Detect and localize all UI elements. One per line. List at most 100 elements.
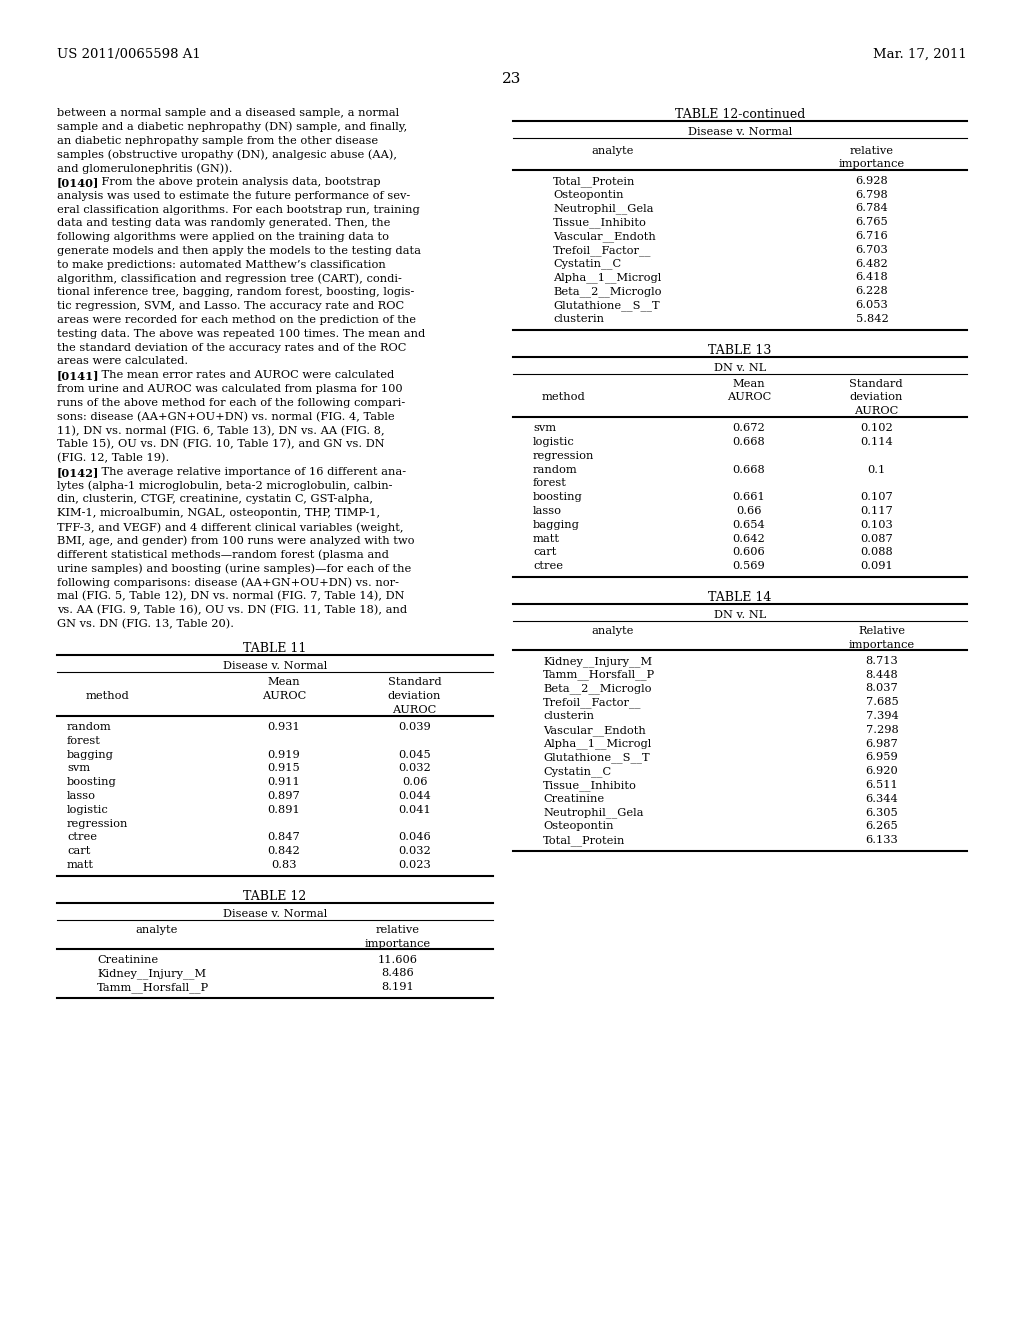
Text: lasso: lasso bbox=[67, 791, 96, 801]
Text: 6.511: 6.511 bbox=[865, 780, 898, 789]
Text: TABLE 12: TABLE 12 bbox=[244, 890, 306, 903]
Text: TABLE 11: TABLE 11 bbox=[244, 643, 306, 656]
Text: relative: relative bbox=[376, 925, 420, 935]
Text: DN v. NL: DN v. NL bbox=[714, 610, 766, 620]
Text: cart: cart bbox=[67, 846, 90, 857]
Text: Vascular__Endoth: Vascular__Endoth bbox=[553, 231, 655, 242]
Text: clusterin: clusterin bbox=[543, 711, 594, 721]
Text: 6.418: 6.418 bbox=[856, 272, 889, 282]
Text: different statistical methods—random forest (plasma and: different statistical methods—random for… bbox=[57, 549, 389, 560]
Text: 0.046: 0.046 bbox=[398, 833, 431, 842]
Text: Disease v. Normal: Disease v. Normal bbox=[223, 908, 327, 919]
Text: vs. AA (FIG. 9, Table 16), OU vs. DN (FIG. 11, Table 18), and: vs. AA (FIG. 9, Table 16), OU vs. DN (FI… bbox=[57, 605, 408, 615]
Text: to make predictions: automated Matthew’s classification: to make predictions: automated Matthew’s… bbox=[57, 260, 386, 269]
Text: Disease v. Normal: Disease v. Normal bbox=[223, 661, 327, 672]
Text: forest: forest bbox=[67, 735, 101, 746]
Text: 7.685: 7.685 bbox=[865, 697, 898, 708]
Text: Tamm__Horsfall__P: Tamm__Horsfall__P bbox=[543, 669, 655, 680]
Text: Trefoil__Factor__: Trefoil__Factor__ bbox=[543, 697, 641, 708]
Text: Beta__2__Microglo: Beta__2__Microglo bbox=[553, 286, 662, 297]
Text: sons: disease (AA+GN+OU+DN) vs. normal (FIG. 4, Table: sons: disease (AA+GN+OU+DN) vs. normal (… bbox=[57, 412, 394, 422]
Text: 6.987: 6.987 bbox=[865, 739, 898, 748]
Text: Tamm__Horsfall__P: Tamm__Horsfall__P bbox=[97, 982, 209, 993]
Text: areas were calculated.: areas were calculated. bbox=[57, 356, 188, 367]
Text: 6.228: 6.228 bbox=[856, 286, 889, 296]
Text: 11), DN vs. normal (FIG. 6, Table 13), DN vs. AA (FIG. 8,: 11), DN vs. normal (FIG. 6, Table 13), D… bbox=[57, 425, 385, 436]
Text: 0.1: 0.1 bbox=[867, 465, 886, 475]
Text: 0.915: 0.915 bbox=[267, 763, 300, 774]
Text: importance: importance bbox=[839, 158, 905, 169]
Text: from urine and AUROC was calculated from plasma for 100: from urine and AUROC was calculated from… bbox=[57, 384, 402, 393]
Text: Vascular__Endoth: Vascular__Endoth bbox=[543, 725, 646, 735]
Text: runs of the above method for each of the following compari-: runs of the above method for each of the… bbox=[57, 397, 406, 408]
Text: ctree: ctree bbox=[67, 833, 97, 842]
Text: random: random bbox=[67, 722, 112, 733]
Text: 0.102: 0.102 bbox=[860, 424, 893, 433]
Text: Mean: Mean bbox=[733, 379, 765, 388]
Text: 5.842: 5.842 bbox=[856, 314, 889, 323]
Text: 6.765: 6.765 bbox=[856, 218, 889, 227]
Text: clusterin: clusterin bbox=[553, 314, 604, 323]
Text: data and testing data was randomly generated. Then, the: data and testing data was randomly gener… bbox=[57, 218, 390, 228]
Text: cart: cart bbox=[534, 548, 556, 557]
Text: samples (obstructive uropathy (DN), analgesic abuse (AA),: samples (obstructive uropathy (DN), anal… bbox=[57, 149, 397, 160]
Text: boosting: boosting bbox=[67, 777, 117, 787]
Text: generate models and then apply the models to the testing data: generate models and then apply the model… bbox=[57, 246, 421, 256]
Text: 0.668: 0.668 bbox=[733, 437, 766, 447]
Text: 0.032: 0.032 bbox=[398, 846, 431, 857]
Text: TABLE 12-continued: TABLE 12-continued bbox=[675, 108, 805, 121]
Text: 0.891: 0.891 bbox=[267, 805, 300, 814]
Text: 6.344: 6.344 bbox=[865, 793, 898, 804]
Text: TABLE 13: TABLE 13 bbox=[709, 343, 772, 356]
Text: 7.394: 7.394 bbox=[865, 711, 898, 721]
Text: [0141]: [0141] bbox=[57, 370, 99, 381]
Text: 0.103: 0.103 bbox=[860, 520, 893, 529]
Text: 0.83: 0.83 bbox=[271, 861, 297, 870]
Text: tic regression, SVM, and Lasso. The accuracy rate and ROC: tic regression, SVM, and Lasso. The accu… bbox=[57, 301, 404, 312]
Text: The average relative importance of 16 different ana-: The average relative importance of 16 di… bbox=[87, 467, 407, 477]
Text: Creatinine: Creatinine bbox=[543, 793, 604, 804]
Text: between a normal sample and a diseased sample, a normal: between a normal sample and a diseased s… bbox=[57, 108, 399, 117]
Text: 6.928: 6.928 bbox=[856, 176, 889, 186]
Text: Tissue__Inhibito: Tissue__Inhibito bbox=[553, 218, 647, 228]
Text: 0.911: 0.911 bbox=[267, 777, 300, 787]
Text: method: method bbox=[85, 692, 129, 701]
Text: 0.06: 0.06 bbox=[401, 777, 427, 787]
Text: 0.668: 0.668 bbox=[733, 465, 766, 475]
Text: 6.053: 6.053 bbox=[856, 300, 889, 310]
Text: Beta__2__Microglo: Beta__2__Microglo bbox=[543, 684, 651, 694]
Text: 6.920: 6.920 bbox=[865, 766, 898, 776]
Text: following algorithms were applied on the training data to: following algorithms were applied on the… bbox=[57, 232, 389, 242]
Text: logistic: logistic bbox=[67, 805, 109, 814]
Text: method: method bbox=[541, 392, 585, 403]
Text: 0.091: 0.091 bbox=[860, 561, 893, 572]
Text: Kidney__Injury__M: Kidney__Injury__M bbox=[97, 969, 206, 979]
Text: svm: svm bbox=[534, 424, 556, 433]
Text: GN vs. DN (FIG. 13, Table 20).: GN vs. DN (FIG. 13, Table 20). bbox=[57, 619, 234, 628]
Text: 0.919: 0.919 bbox=[267, 750, 300, 759]
Text: analyte: analyte bbox=[136, 925, 178, 935]
Text: Creatinine: Creatinine bbox=[97, 954, 158, 965]
Text: 8.037: 8.037 bbox=[865, 684, 898, 693]
Text: Total__Protein: Total__Protein bbox=[543, 836, 626, 846]
Text: Cystatin__C: Cystatin__C bbox=[543, 766, 611, 777]
Text: AUROC: AUROC bbox=[392, 705, 436, 715]
Text: Total__Protein: Total__Protein bbox=[553, 176, 635, 186]
Text: KIM-1, microalbumin, NGAL, osteopontin, THP, TIMP-1,: KIM-1, microalbumin, NGAL, osteopontin, … bbox=[57, 508, 380, 519]
Text: analysis was used to estimate the future performance of sev-: analysis was used to estimate the future… bbox=[57, 191, 411, 201]
Text: analyte: analyte bbox=[592, 626, 634, 636]
Text: AUROC: AUROC bbox=[854, 407, 898, 416]
Text: Standard: Standard bbox=[849, 379, 903, 388]
Text: analyte: analyte bbox=[592, 147, 634, 156]
Text: Standard: Standard bbox=[388, 677, 441, 688]
Text: 0.897: 0.897 bbox=[267, 791, 300, 801]
Text: Mean: Mean bbox=[267, 677, 300, 688]
Text: an diabetic nephropathy sample from the other disease: an diabetic nephropathy sample from the … bbox=[57, 136, 378, 145]
Text: 7.298: 7.298 bbox=[865, 725, 898, 735]
Text: AUROC: AUROC bbox=[727, 392, 771, 403]
Text: 0.044: 0.044 bbox=[398, 791, 431, 801]
Text: matt: matt bbox=[534, 533, 560, 544]
Text: 6.798: 6.798 bbox=[856, 190, 889, 199]
Text: 6.265: 6.265 bbox=[865, 821, 898, 832]
Text: 0.045: 0.045 bbox=[398, 750, 431, 759]
